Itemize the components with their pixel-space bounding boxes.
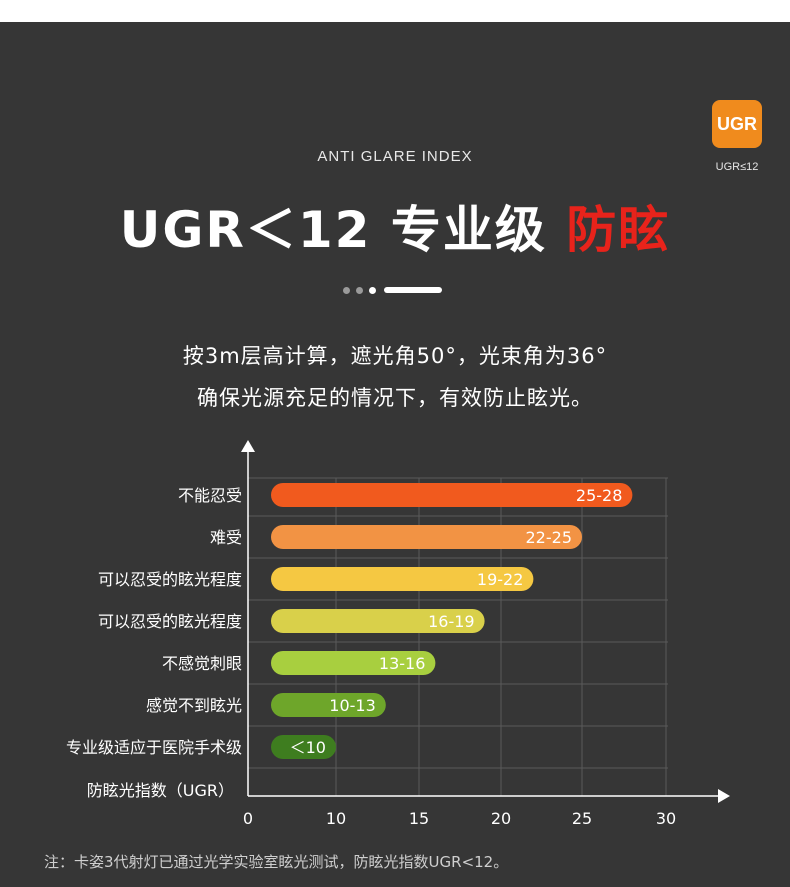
- pagination-dots: [343, 286, 442, 294]
- y-axis-label: 防眩光指数（UGR）: [87, 781, 234, 800]
- bar-value-label: 13-16: [379, 654, 426, 673]
- category-label: 难受: [210, 528, 242, 547]
- bar-value-label: 19-22: [477, 570, 524, 589]
- y-axis-arrow-icon: [241, 440, 255, 452]
- bar-value-label: 22-25: [526, 528, 573, 547]
- headline-main: UGR＜12 专业级: [119, 201, 547, 259]
- footnote: 注：卡姿3代射灯已通过光学实验室眩光测试，防眩光指数UGR<12。: [44, 853, 509, 871]
- bar: [271, 651, 436, 675]
- badge-text: UGR: [717, 113, 757, 134]
- category-label: 可以忍受的眩光程度: [98, 570, 242, 589]
- bar: [271, 567, 534, 591]
- bar: [271, 693, 386, 717]
- bar-value-label: 25-28: [576, 486, 623, 505]
- category-label: 不感觉刺眼: [162, 654, 242, 673]
- headline-accent: 防眩: [566, 201, 671, 259]
- x-tick-label: 25: [572, 809, 592, 828]
- eyebrow-text: ANTI GLARE INDEX: [317, 148, 473, 165]
- category-label: 可以忍受的眩光程度: [98, 612, 242, 631]
- category-labels: 不能忍受难受可以忍受的眩光程度可以忍受的眩光程度不感觉刺眼感觉不到眩光专业级适应…: [66, 486, 242, 757]
- top-strip: [0, 0, 790, 22]
- bar: [271, 525, 582, 549]
- chart-grid: [248, 477, 668, 796]
- description-line-2: 确保光源充足的情况下，有效防止眩光。: [197, 386, 593, 410]
- chart-axes: [241, 440, 730, 803]
- page-dot: [343, 286, 350, 294]
- page-bar: [384, 287, 442, 293]
- bar-value-label: 10-13: [329, 696, 376, 715]
- chart-bars: 25-28 22-25 19-22 16-19 13-16 10-13 ＜10: [271, 483, 633, 759]
- x-tick-label: 15: [409, 809, 429, 828]
- category-label: 专业级适应于医院手术级: [66, 738, 242, 757]
- x-tick-label: 20: [491, 809, 511, 828]
- category-label: 感觉不到眩光: [146, 696, 242, 715]
- badge-label: UGR≤12: [715, 161, 759, 173]
- page-dot: [356, 286, 363, 294]
- description-line-1: 按3m层高计算，遮光角50°，光束角为36°: [182, 344, 608, 368]
- x-tick-labels: 0 10 15 20 25 30: [243, 809, 676, 828]
- bar: [271, 609, 485, 633]
- bar-value-label: ＜10: [290, 738, 326, 757]
- bar: [271, 483, 633, 507]
- ugr-badge-icon: UGR: [712, 100, 762, 148]
- page-dot-active: [369, 286, 376, 294]
- category-label: 不能忍受: [178, 486, 242, 505]
- x-tick-label: 30: [656, 809, 676, 828]
- bar-value-label: 16-19: [428, 612, 475, 631]
- ugr-bar-chart: 25-28 22-25 19-22 16-19 13-16 10-13 ＜10 不能忍受难受…: [66, 440, 730, 828]
- x-tick-label: 10: [326, 809, 346, 828]
- x-axis-arrow-icon: [718, 789, 730, 803]
- bar: [271, 735, 336, 759]
- x-tick-label: 0: [243, 809, 253, 828]
- headline: UGR＜12 专业级 防眩: [0, 190, 790, 262]
